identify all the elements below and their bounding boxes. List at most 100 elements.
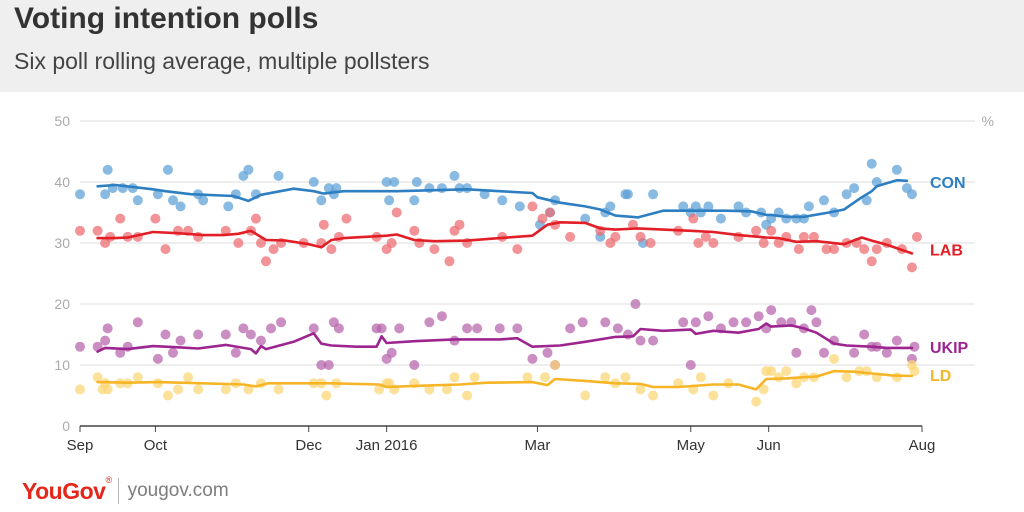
logo-registered-mark: ® [105, 474, 112, 485]
x-tick-label-mar: Mar [525, 437, 551, 454]
ukip-poll-point [728, 317, 739, 328]
lab-poll-point [708, 238, 719, 248]
ukip-poll-point [791, 347, 802, 358]
con-poll-point [733, 201, 744, 212]
lab-poll-point [610, 231, 621, 242]
lab-poll-point [250, 213, 261, 224]
yougov-logo[interactable]: YouGov® [22, 474, 112, 505]
chart-subtitle: Six poll rolling average, multiple polls… [14, 48, 430, 74]
x-tick-label-sep: Sep [67, 437, 94, 454]
x-tick-label-oct: Oct [144, 437, 168, 454]
lab-poll-point [268, 244, 279, 255]
con-poll-point [198, 195, 209, 206]
ukip-poll-point [635, 335, 646, 346]
ld-poll-point [92, 372, 103, 383]
ukip-average-line [96, 322, 914, 355]
ld-poll-point [909, 366, 920, 377]
lab-poll-point [115, 213, 126, 224]
lab-poll-point [527, 201, 538, 212]
ukip-poll-point [703, 311, 714, 322]
lab-poll-point [911, 231, 922, 242]
con-series-label: CON [930, 175, 966, 192]
ukip-poll-point [648, 335, 659, 346]
ld-poll-point [462, 390, 473, 401]
con-poll-point [849, 183, 860, 194]
lab-poll-point [829, 244, 840, 255]
ukip-poll-point [527, 353, 538, 364]
ld-poll-point [469, 372, 480, 383]
ld-poll-point [273, 384, 284, 395]
con-poll-point [162, 164, 173, 175]
con-poll-point [75, 189, 85, 200]
ld-poll-point [791, 378, 802, 389]
x-axis: Sep Oct Dec Jan 2016 Mar May Jun Aug [67, 425, 935, 454]
con-poll-point [861, 195, 872, 206]
ukip-poll-point [333, 323, 344, 334]
site-link[interactable]: yougov.com [127, 480, 229, 501]
lab-poll-point [798, 231, 809, 242]
ukip-poll-point [494, 323, 505, 334]
lab-poll-point [386, 238, 397, 248]
series-labels: CON LAB UKIP LD [930, 175, 969, 385]
lab-poll-point [341, 213, 352, 224]
con-poll-point [605, 201, 616, 212]
ukip-poll-point [600, 317, 611, 328]
ukip-poll-point [75, 341, 85, 352]
ld-poll-point [708, 390, 719, 401]
ukip-poll-point [462, 323, 473, 334]
ukip-poll-point [806, 305, 817, 316]
ukip-poll-point [100, 335, 111, 346]
lab-poll-point [255, 238, 266, 248]
ukip-poll-point [152, 353, 163, 364]
con-poll-point [175, 201, 186, 212]
ukip-poll-point [512, 323, 523, 334]
x-tick-label-dec: Dec [295, 437, 322, 454]
con-poll-point [132, 195, 143, 206]
lab-poll-point [751, 225, 762, 236]
ld-poll-point [522, 372, 533, 383]
con-poll-point [381, 177, 392, 187]
lab-poll-point [318, 219, 329, 230]
lab-poll-point [766, 225, 777, 236]
ld-poll-point [193, 384, 204, 395]
ld-poll-point [102, 384, 113, 395]
lab-poll-point [565, 231, 576, 242]
chart-header: Voting intention polls Six poll rolling … [0, 0, 1024, 92]
con-poll-point [316, 195, 327, 206]
lab-poll-point [444, 256, 455, 267]
con-poll-point [703, 201, 714, 212]
con-poll-point [100, 189, 111, 200]
con-poll-point [497, 195, 508, 206]
x-tick-label-may: May [677, 437, 706, 454]
ukip-poll-point [622, 329, 633, 340]
con-poll-point [803, 201, 814, 212]
con-poll-point [891, 164, 902, 175]
lab-poll-point [454, 219, 465, 230]
con-poll-point [308, 177, 319, 187]
ukip-poll-point [685, 360, 696, 370]
ukip-poll-point [678, 317, 689, 328]
ld-poll-point [132, 372, 143, 383]
ld-poll-point [766, 366, 777, 377]
ukip-poll-point [409, 360, 420, 370]
ld-poll-point [891, 372, 902, 383]
x-tick-label-jan-2016: Jan 2016 [356, 437, 418, 454]
ukip-poll-point [849, 347, 860, 358]
ld-poll-point [829, 353, 840, 364]
lab-poll-point [429, 244, 440, 255]
y-tick-label-50: 50 [54, 113, 70, 129]
con-poll-point [715, 213, 726, 224]
ukip-poll-point [690, 317, 701, 328]
y-tick-label-20: 20 [54, 296, 70, 312]
ld-poll-points [75, 353, 920, 407]
lab-poll-point [773, 238, 784, 248]
con-poll-point [906, 189, 917, 200]
ukip-poll-point [308, 323, 319, 334]
con-poll-point [436, 183, 447, 194]
lab-poll-point [645, 238, 656, 248]
lab-poll-point [627, 219, 638, 230]
ld-average-line [96, 369, 914, 391]
con-poll-point [223, 201, 234, 212]
ld-poll-point [441, 384, 452, 395]
